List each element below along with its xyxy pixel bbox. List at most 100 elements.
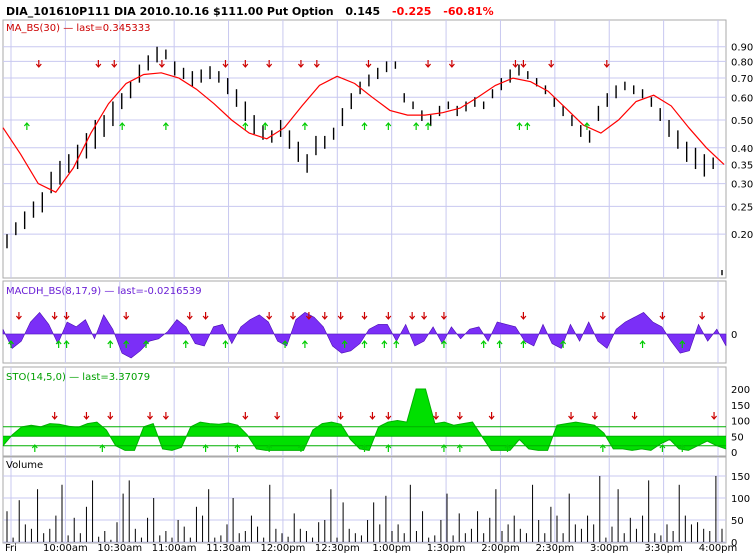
macdh-sell-arrow <box>520 312 527 320</box>
arrow-head <box>425 122 432 127</box>
arrow-head <box>679 444 686 449</box>
macdh-sell-arrow <box>409 312 416 320</box>
sto-tick-label: 200 <box>731 385 750 396</box>
arrow-head <box>496 340 503 345</box>
macdh-buy-arrow <box>63 340 70 348</box>
ma-indicator-label: MA_BS(30) — last=0.345333 <box>6 23 151 34</box>
buy-signal-arrow <box>301 122 308 130</box>
macdh-buy-arrow <box>107 340 114 348</box>
sell-signal-arrow <box>365 60 372 68</box>
sto-tick-label: 0 <box>731 448 737 459</box>
arrow-head <box>480 340 487 345</box>
buy-signal-arrow <box>516 122 523 130</box>
arrow-head <box>433 415 439 420</box>
arrow-head <box>599 315 606 320</box>
sto-buy-arrow <box>99 444 106 452</box>
sell-signal-arrow <box>242 60 249 68</box>
sto-tick-label: 150 <box>731 401 750 412</box>
time-tick-label: 1:30pm <box>427 543 466 553</box>
arrow-head <box>301 340 308 345</box>
arrow-head <box>583 122 590 127</box>
buy-signal-arrow <box>23 122 30 130</box>
macdh-buy-arrow <box>480 340 487 348</box>
macdh-buy-arrow <box>520 340 527 348</box>
arrow-head <box>313 63 320 68</box>
macdh-sell-arrow <box>266 312 273 320</box>
arrow-head <box>222 63 229 68</box>
macdh-tick-label: 0 <box>731 330 737 341</box>
arrow-head <box>262 122 269 127</box>
sell-signal-arrow <box>111 60 118 68</box>
buy-signal-arrow <box>119 122 126 130</box>
arrow-head <box>603 63 610 68</box>
volume-panel <box>2 456 727 544</box>
arrow-head <box>448 63 455 68</box>
sell-signal-arrow <box>297 60 304 68</box>
arrow-head <box>143 340 149 345</box>
arrow-head <box>123 315 130 320</box>
sto-sell-arrow <box>51 412 58 420</box>
sto-buy-arrow <box>599 444 606 452</box>
sto-buy-arrow <box>504 444 511 452</box>
price-tick-label: 0.20 <box>731 230 753 241</box>
sell-signal-arrow <box>520 60 527 68</box>
buy-signal-arrow <box>524 122 531 130</box>
macdh-sell-arrow <box>321 312 328 320</box>
arrow-head <box>337 315 344 320</box>
arrow-head <box>341 340 348 345</box>
arrow-head <box>524 122 531 127</box>
time-tick-label: 1:00pm <box>372 543 411 553</box>
arrow-head <box>599 444 606 449</box>
arrow-head <box>51 315 58 320</box>
arrow-head <box>504 444 511 449</box>
arrow-head <box>365 63 372 68</box>
macdh-buy-arrow <box>393 340 400 348</box>
arrow-head <box>512 63 519 68</box>
volume-tick-label: 100 <box>731 494 750 505</box>
buy-signal-arrow <box>361 122 368 130</box>
arrow-head <box>591 415 598 420</box>
arrow-head <box>202 444 209 449</box>
price-tick-label: 0.50 <box>731 116 753 127</box>
sto-indicator-label: STO(14,5,0) — last=3.37079 <box>6 372 150 383</box>
sto-buy-arrow <box>659 444 666 452</box>
sto-buy-arrow <box>440 444 447 452</box>
macdh-buy-arrow <box>8 340 14 348</box>
sto-sell-arrow <box>162 412 169 420</box>
arrow-head <box>393 340 400 345</box>
arrow-head <box>385 315 392 320</box>
sto-sell-arrow <box>274 412 281 420</box>
arrow-head <box>290 315 296 320</box>
sell-signal-arrow <box>603 60 610 68</box>
sto-buy-arrow <box>361 444 368 452</box>
sto-sell-arrow <box>568 412 575 420</box>
arrow-head <box>15 315 22 320</box>
macdh-buy-arrow <box>282 340 289 348</box>
macdh-sell-arrow <box>15 312 22 320</box>
arrow-head <box>242 122 249 127</box>
arrow-head <box>385 444 392 449</box>
macdh-sell-arrow <box>361 312 368 320</box>
arrow-head <box>369 415 376 420</box>
macdh-buy-arrow <box>496 340 503 348</box>
time-tick-label: 3:30pm <box>644 543 683 553</box>
arrow-head <box>99 444 106 449</box>
arrow-head <box>520 340 527 345</box>
arrow-head <box>123 340 130 345</box>
macdh-buy-arrow <box>560 340 567 348</box>
sto-tick-label: 50 <box>731 432 744 443</box>
sto-sell-arrow <box>711 412 718 420</box>
arrow-head <box>361 444 368 449</box>
sto-sell-arrow <box>369 412 376 420</box>
sto-sell-arrow <box>385 412 392 420</box>
arrow-head <box>274 415 281 420</box>
arrow-head <box>659 444 666 449</box>
macdh-buy-arrow <box>341 340 348 348</box>
macdh-sell-arrow <box>337 312 344 320</box>
time-tick-label: 12:00pm <box>260 543 305 553</box>
time-tick-label: 10:30am <box>97 543 142 553</box>
ma-line <box>2 72 725 193</box>
arrow-head <box>409 315 416 320</box>
arrow-head <box>361 315 368 320</box>
